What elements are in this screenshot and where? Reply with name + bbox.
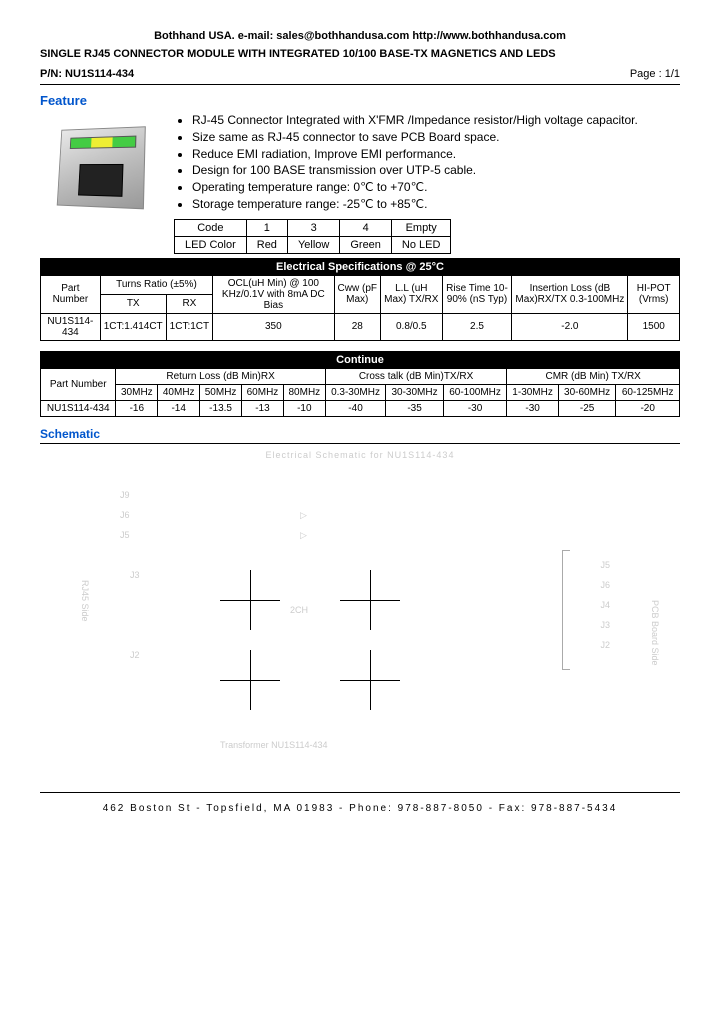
feature-section: RJ-45 Connector Integrated with X'FMR /I…: [40, 112, 680, 254]
table-cell: Green: [340, 236, 392, 253]
col-header: 30-60MHz: [558, 384, 616, 400]
feature-item: RJ-45 Connector Integrated with X'FMR /I…: [192, 112, 638, 129]
table-cell: -13: [242, 400, 284, 416]
continue-spec-table: Continue Part Number Return Loss (dB Min…: [40, 351, 680, 417]
company-header: Bothhand USA. e-mail: sales@bothhandusa.…: [40, 30, 680, 42]
table-cell: 1CT:1.414CT: [100, 313, 166, 340]
page-indicator: Page : 1/1: [630, 68, 680, 80]
col-header: Part Number: [41, 275, 101, 313]
col-header: 60MHz: [242, 384, 284, 400]
col-header: L.L (uH Max) TX/RX: [381, 275, 443, 313]
table-cell: Red: [246, 236, 287, 253]
table-cell: 28: [334, 313, 380, 340]
table-cell: Yellow: [287, 236, 339, 253]
col-header: Insertion Loss (dB Max)RX/TX 0.3-100MHz: [512, 275, 628, 313]
feature-item: Design for 100 BASE transmission over UT…: [192, 162, 638, 179]
col-header: Rise Time 10-90% (nS Typ): [442, 275, 512, 313]
connector-image: [40, 112, 160, 222]
feature-item: Size same as RJ-45 connector to save PCB…: [192, 129, 638, 146]
feature-item: Operating temperature range: 0℃ to +70℃.: [192, 179, 638, 196]
col-header: 40MHz: [158, 384, 200, 400]
table-cell: 1: [246, 219, 287, 236]
table-cell: 1CT:1CT: [166, 313, 212, 340]
table-cell: No LED: [391, 236, 451, 253]
table-cell: -30: [507, 400, 559, 416]
feature-item: Storage temperature range: -25℃ to +85℃.: [192, 196, 638, 213]
table-cell: NU1S114-434: [41, 313, 101, 340]
col-header: HI-POT (Vrms): [628, 275, 680, 313]
feature-heading: Feature: [40, 93, 680, 108]
table-cell: 4: [340, 219, 392, 236]
table-cell: 2.5: [442, 313, 512, 340]
table-cell: -30: [443, 400, 507, 416]
col-header: 60-100MHz: [443, 384, 507, 400]
col-header: Cross talk (dB Min)TX/RX: [325, 368, 507, 384]
col-header: CMR (dB Min) TX/RX: [507, 368, 680, 384]
table-cell: Code: [175, 219, 247, 236]
schematic-title: Electrical Schematic for NU1S114-434: [40, 450, 680, 460]
col-header: Return Loss (dB Min)RX: [116, 368, 325, 384]
col-header: 50MHz: [200, 384, 242, 400]
schematic-diagram: Electrical Schematic for NU1S114-434 J9 …: [40, 450, 680, 780]
table-cell: 3: [287, 219, 339, 236]
table-cell: -25: [558, 400, 616, 416]
col-header: 80MHz: [283, 384, 325, 400]
part-number: P/N: NU1S114-434: [40, 68, 134, 80]
col-header: Cww (pF Max): [334, 275, 380, 313]
table-cell: 0.8/0.5: [381, 313, 443, 340]
table-banner: Continue: [41, 351, 680, 368]
table-cell: -10: [283, 400, 325, 416]
footer-address: 462 Boston St - Topsfield, MA 01983 - Ph…: [40, 792, 680, 814]
col-header: Part Number: [41, 368, 116, 400]
table-cell: -14: [158, 400, 200, 416]
schematic-heading: Schematic: [40, 427, 680, 444]
table-cell: -35: [386, 400, 444, 416]
table-cell: -40: [325, 400, 386, 416]
table-banner: Electrical Specifications @ 25°C: [41, 258, 680, 275]
feature-item: Reduce EMI radiation, Improve EMI perfor…: [192, 146, 638, 163]
col-header: Turns Ratio (±5%): [100, 275, 212, 294]
table-cell: 350: [213, 313, 334, 340]
feature-content: RJ-45 Connector Integrated with X'FMR /I…: [174, 112, 638, 254]
col-header: 0.3-30MHz: [325, 384, 386, 400]
table-cell: -2.0: [512, 313, 628, 340]
doc-title: SINGLE RJ45 CONNECTOR MODULE WITH INTEGR…: [40, 48, 680, 60]
col-header: 30MHz: [116, 384, 158, 400]
table-cell: LED Color: [175, 236, 247, 253]
col-header: 60-125MHz: [616, 384, 680, 400]
led-code-table: Code 1 3 4 Empty LED Color Red Yellow Gr…: [174, 219, 451, 254]
table-cell: -13.5: [200, 400, 242, 416]
col-header: OCL(uH Min) @ 100 KHz/0.1V with 8mA DC B…: [213, 275, 334, 313]
feature-list: RJ-45 Connector Integrated with X'FMR /I…: [174, 112, 638, 213]
table-cell: -20: [616, 400, 680, 416]
table-cell: 1500: [628, 313, 680, 340]
pn-row: P/N: NU1S114-434 Page : 1/1: [40, 68, 680, 85]
col-header: TX: [100, 294, 166, 313]
table-cell: -16: [116, 400, 158, 416]
electrical-spec-table: Electrical Specifications @ 25°C Part Nu…: [40, 258, 680, 341]
col-header: 1-30MHz: [507, 384, 559, 400]
rj45-icon: [57, 126, 146, 209]
col-header: RX: [166, 294, 212, 313]
col-header: 30-30MHz: [386, 384, 444, 400]
table-cell: NU1S114-434: [41, 400, 116, 416]
table-cell: Empty: [391, 219, 451, 236]
